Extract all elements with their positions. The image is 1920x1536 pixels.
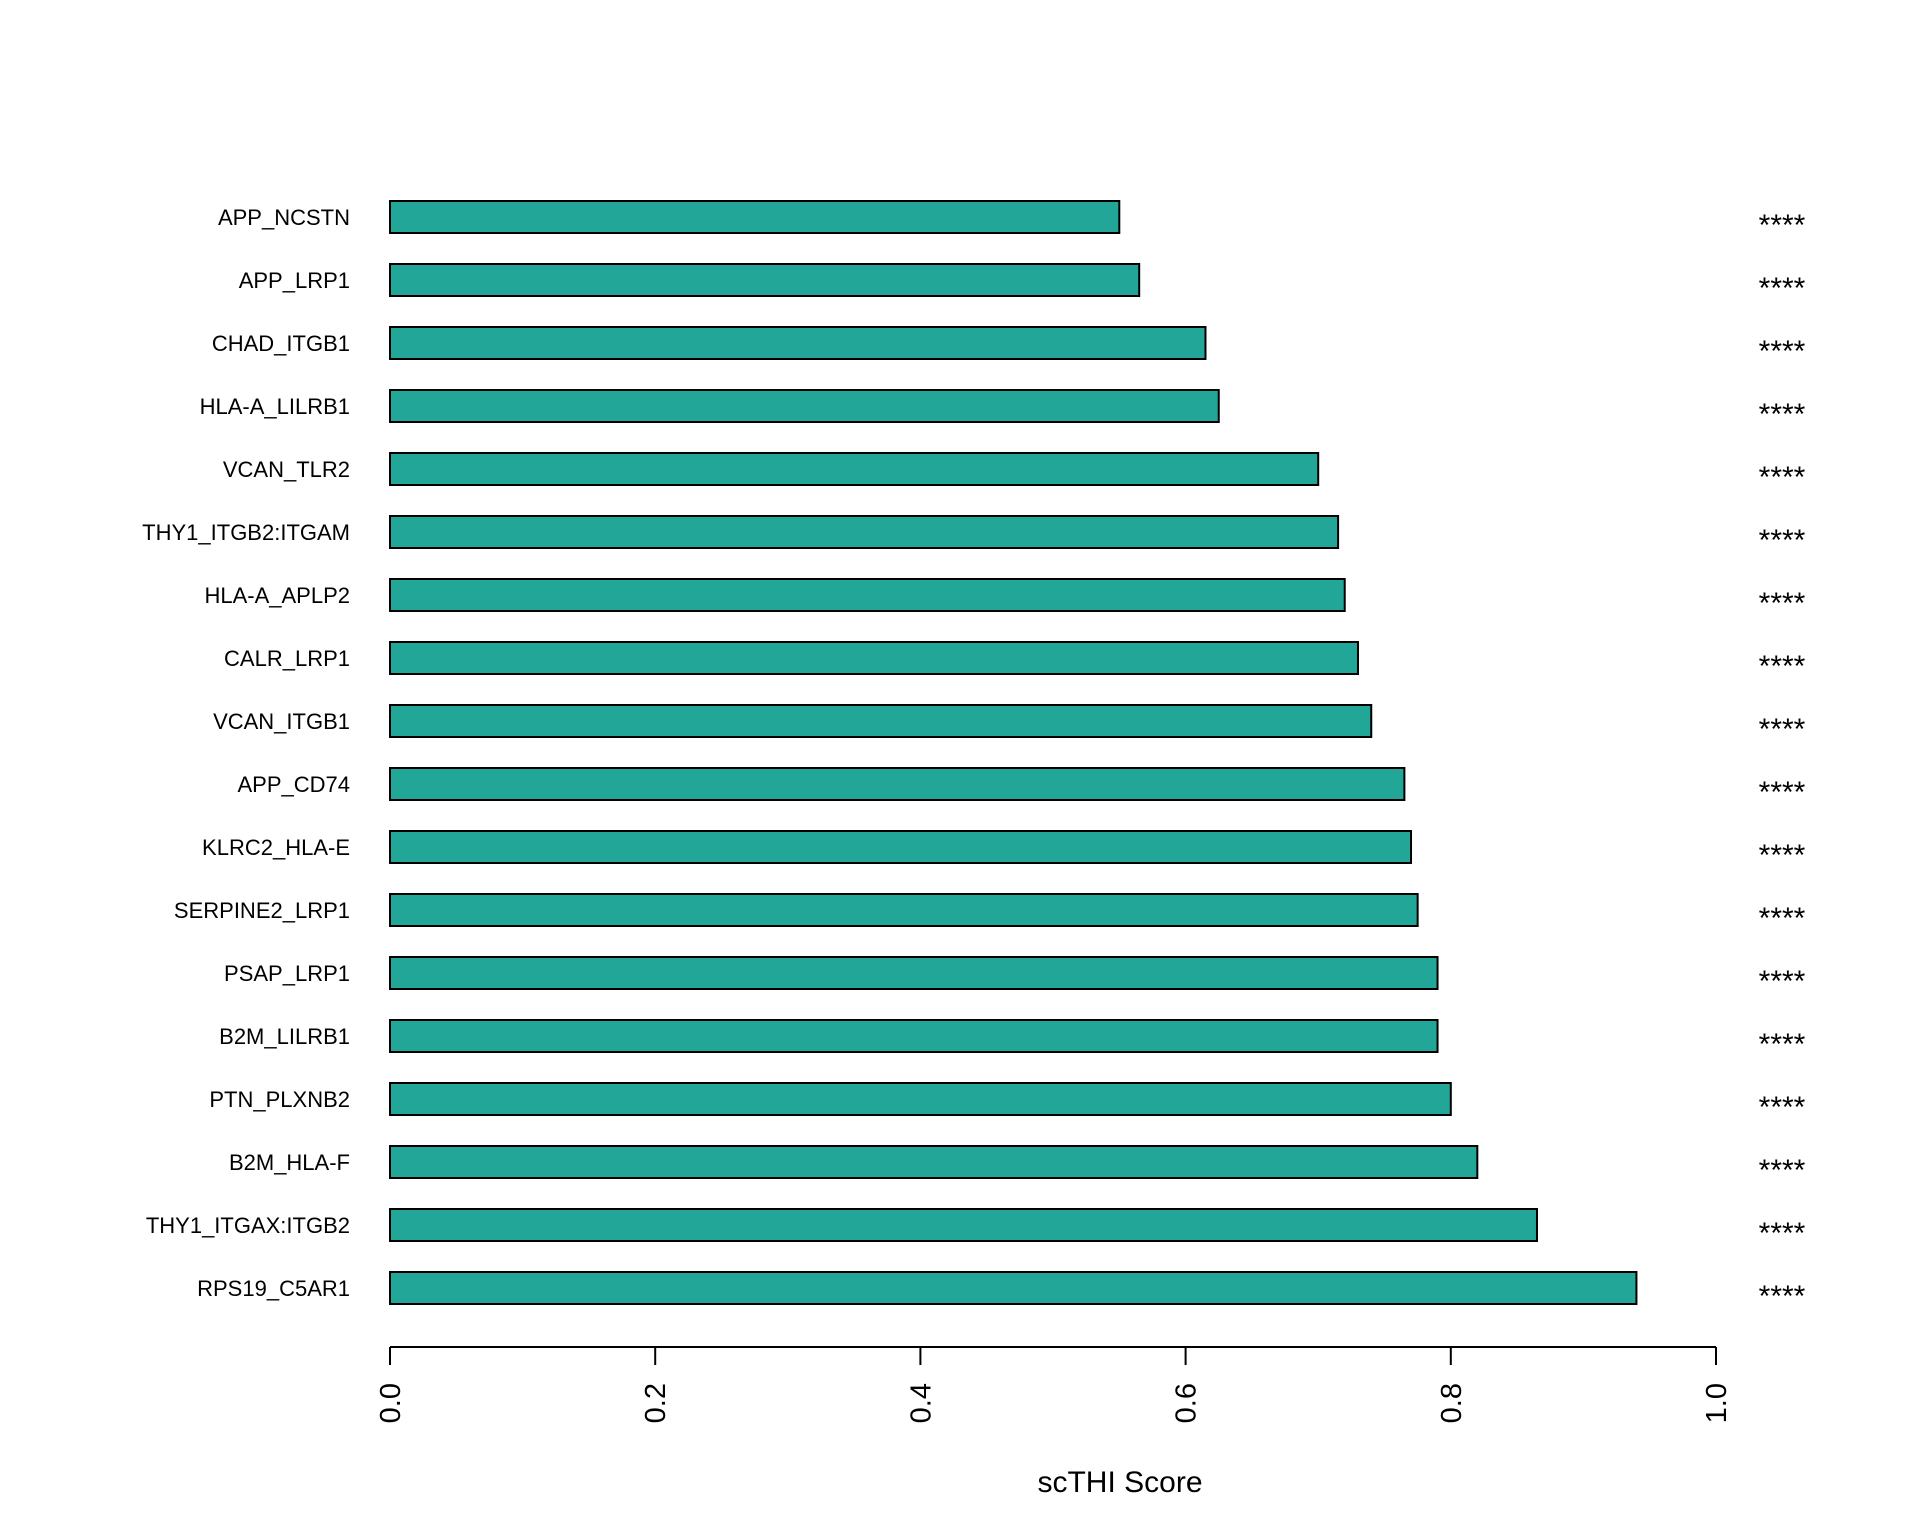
category-label: CALR_LRP1 (224, 646, 350, 671)
bar (389, 452, 1320, 486)
category-label: PSAP_LRP1 (224, 961, 350, 986)
significance-label: **** (1759, 587, 1806, 620)
bar (389, 767, 1406, 801)
x-tick-label: 0.0 (375, 1383, 407, 1423)
x-axis: 0.0 0.2 0.4 0.6 0.8 1.0 (375, 1346, 1733, 1423)
category-label: VCAN_ITGB1 (213, 709, 350, 734)
significance-label: **** (1759, 1154, 1806, 1187)
x-tick-label: 0.2 (640, 1383, 672, 1423)
x-tick-label: 1.0 (1701, 1383, 1733, 1423)
bar (389, 1145, 1479, 1179)
significance-label: **** (1759, 272, 1806, 305)
x-tick-label: 0.8 (1436, 1383, 1468, 1423)
significance-label: **** (1759, 713, 1806, 746)
bar (389, 263, 1141, 297)
bar (389, 578, 1346, 612)
category-label: APP_NCSTN (218, 205, 350, 230)
significance-label: **** (1759, 335, 1806, 368)
x-tick-label: 0.6 (1171, 1383, 1203, 1423)
significance-label: **** (1759, 650, 1806, 683)
significance-label: **** (1759, 209, 1806, 242)
bar (389, 1208, 1538, 1242)
category-label: APP_CD74 (237, 772, 350, 797)
bar (389, 200, 1121, 234)
bar (389, 893, 1419, 927)
bar (389, 389, 1220, 423)
category-label: B2M_HLA-F (229, 1150, 350, 1175)
x-axis-title: scTHI Score (1037, 1466, 1202, 1499)
category-label: PTN_PLXNB2 (209, 1087, 350, 1112)
bar (389, 704, 1373, 738)
significance-label: **** (1759, 461, 1806, 494)
significance-label: **** (1759, 1028, 1806, 1061)
bars-layer (389, 200, 1638, 1305)
bar (389, 830, 1413, 864)
significance-label: **** (1759, 902, 1806, 935)
category-label: SERPINE2_LRP1 (174, 898, 350, 923)
bar (389, 1271, 1638, 1305)
significance-label: **** (1759, 839, 1806, 872)
x-ticks: 0.0 0.2 0.4 0.6 0.8 1.0 (375, 1347, 1733, 1423)
significance-label: **** (1759, 524, 1806, 557)
category-label: HLA-A_APLP2 (204, 583, 350, 608)
significance-label: **** (1759, 398, 1806, 431)
bar (389, 1019, 1439, 1053)
category-label: KLRC2_HLA-E (202, 835, 350, 860)
significance-label: **** (1759, 1217, 1806, 1250)
x-tick-label: 0.4 (905, 1383, 937, 1423)
category-label: APP_LRP1 (239, 268, 350, 293)
significance-label: **** (1759, 1091, 1806, 1124)
significance-label: **** (1759, 776, 1806, 809)
significance-labels: **** **** **** **** **** **** **** **** **** ****… (1759, 209, 1806, 1313)
category-label: B2M_LILRB1 (219, 1024, 350, 1049)
significance-label: **** (1759, 1280, 1806, 1313)
bar (389, 641, 1359, 675)
category-label: HLA-A_LILRB1 (200, 394, 350, 419)
bar (389, 1082, 1452, 1116)
category-label: CHAD_ITGB1 (212, 331, 350, 356)
category-label: VCAN_TLR2 (223, 457, 350, 482)
bar (389, 515, 1340, 549)
significance-label: **** (1759, 965, 1806, 998)
bar (389, 326, 1207, 360)
category-labels: APP_NCSTN APP_LRP1 CHAD_ITGB1 HLA-A_LILRB1 V… (142, 205, 350, 1301)
category-label: RPS19_C5AR1 (197, 1276, 350, 1301)
bar (389, 956, 1439, 990)
category-label: THY1_ITGAX:ITGB2 (146, 1213, 350, 1238)
category-label: THY1_ITGB2:ITGAM (142, 520, 350, 545)
